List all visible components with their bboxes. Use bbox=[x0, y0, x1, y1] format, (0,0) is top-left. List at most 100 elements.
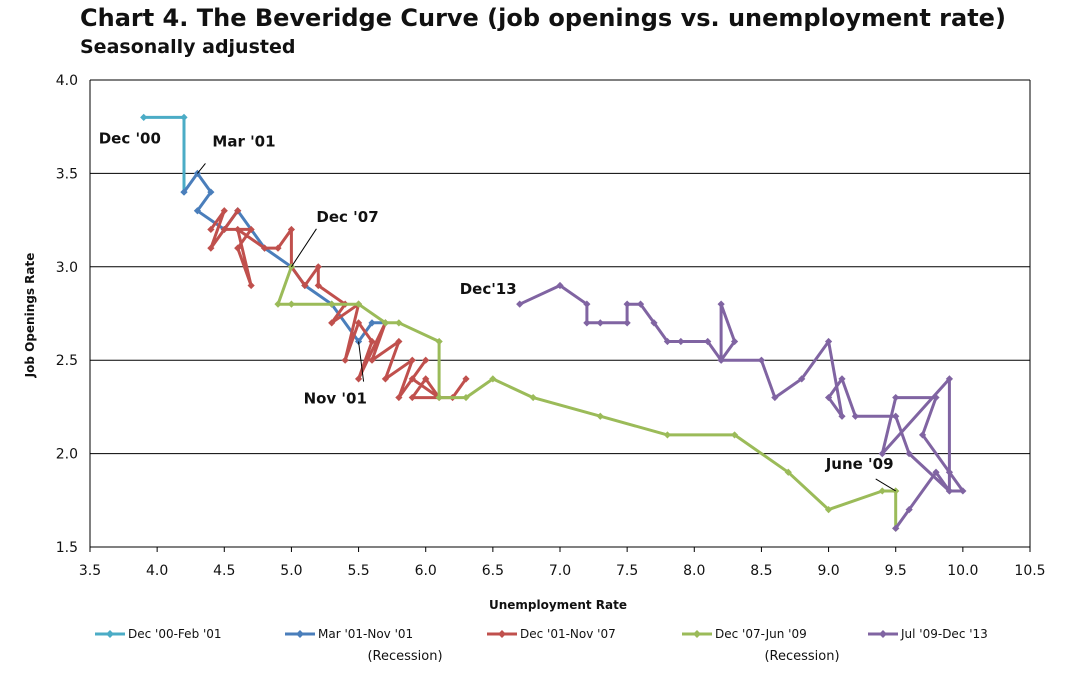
data-point bbox=[140, 113, 148, 121]
y-tick-label: 1.5 bbox=[56, 540, 78, 556]
data-point bbox=[489, 375, 497, 383]
data-point bbox=[892, 524, 900, 532]
legend-label: Mar '01-Nov '01 bbox=[318, 627, 413, 641]
data-point bbox=[422, 356, 430, 364]
series-0 bbox=[140, 113, 188, 196]
data-point bbox=[381, 375, 390, 383]
legend: Dec '00-Feb '01 Mar '01-Nov '01 (Recession… bbox=[95, 627, 988, 664]
data-point bbox=[583, 319, 591, 327]
data-point bbox=[717, 356, 725, 364]
data-point bbox=[462, 393, 470, 402]
annotation-leader bbox=[197, 163, 206, 174]
x-tick-label: 8.0 bbox=[683, 563, 705, 579]
data-point bbox=[556, 281, 564, 290]
data-point bbox=[301, 281, 309, 290]
data-point bbox=[945, 375, 954, 383]
data-point bbox=[247, 281, 255, 290]
data-point bbox=[354, 300, 363, 308]
data-point bbox=[408, 393, 416, 402]
data-point bbox=[677, 337, 685, 346]
x-tick-label: 9.0 bbox=[817, 563, 839, 579]
data-point bbox=[234, 207, 242, 215]
x-tick-label: 8.5 bbox=[750, 563, 772, 579]
data-point bbox=[892, 393, 900, 402]
data-point bbox=[730, 337, 739, 346]
axes: 1.5 2.0 2.5 3.0 3.5 4.0 3.5 4.0 4.5 5.0 5.5 6.0 6.5 7… bbox=[56, 73, 1046, 579]
y-tick-label: 2.5 bbox=[56, 353, 78, 369]
x-tick-label: 4.0 bbox=[146, 563, 168, 579]
y-axis-title: Job Openings Rate bbox=[23, 253, 37, 379]
series-lines bbox=[140, 113, 967, 532]
x-tick-label: 7.0 bbox=[549, 563, 571, 579]
data-point bbox=[422, 375, 430, 383]
data-point bbox=[959, 487, 967, 495]
annotation-label: June '09 bbox=[825, 455, 894, 473]
x-tick-label: 3.5 bbox=[79, 563, 101, 579]
annotation-label: Nov '01 bbox=[304, 390, 367, 408]
data-point bbox=[368, 356, 376, 364]
legend-swatch-marker bbox=[693, 630, 701, 638]
x-tick-label: 6.0 bbox=[415, 563, 437, 579]
legend-label: Jul '09-Dec '13 bbox=[900, 627, 988, 641]
data-point bbox=[234, 244, 242, 252]
data-point bbox=[287, 300, 296, 308]
data-point bbox=[918, 431, 927, 439]
x-tick-label: 5.5 bbox=[347, 563, 369, 579]
data-point bbox=[354, 319, 363, 327]
data-point bbox=[328, 300, 336, 308]
x-tick-label: 7.5 bbox=[616, 563, 638, 579]
data-point bbox=[704, 337, 712, 346]
data-point bbox=[207, 225, 215, 234]
data-point bbox=[878, 487, 886, 495]
data-point bbox=[462, 375, 470, 383]
data-point bbox=[287, 225, 296, 234]
annotation-label: Dec '07 bbox=[316, 208, 378, 226]
legend-swatch-marker bbox=[296, 630, 304, 638]
y-tick-label: 2.0 bbox=[56, 447, 78, 463]
x-tick-label: 10.0 bbox=[947, 563, 978, 579]
data-point bbox=[851, 412, 860, 420]
series-4 bbox=[516, 281, 967, 532]
data-point bbox=[516, 300, 524, 308]
legend-label: Dec '00-Feb '01 bbox=[128, 627, 222, 641]
y-tick-label: 3.5 bbox=[56, 166, 78, 182]
x-tick-label: 9.5 bbox=[885, 563, 907, 579]
data-point bbox=[180, 188, 188, 196]
data-point bbox=[623, 300, 631, 308]
data-point bbox=[314, 263, 322, 271]
chart-subtitle: Seasonally adjusted bbox=[80, 36, 296, 58]
data-point bbox=[247, 225, 255, 234]
data-point bbox=[596, 319, 604, 327]
data-point bbox=[730, 431, 739, 439]
data-point bbox=[395, 319, 403, 327]
data-point bbox=[207, 244, 215, 252]
data-point bbox=[757, 356, 766, 364]
x-tick-label: 6.5 bbox=[482, 563, 504, 579]
x-axis-title: Unemployment Rate bbox=[489, 598, 627, 612]
data-point bbox=[435, 337, 443, 346]
series-line bbox=[209, 209, 468, 400]
annotations: Dec '00 Mar '01 Dec '07 Nov '01 Dec'13 June '… bbox=[99, 129, 896, 492]
data-point bbox=[408, 356, 416, 364]
data-point bbox=[381, 319, 390, 327]
data-point bbox=[395, 337, 403, 346]
data-point bbox=[945, 487, 954, 495]
data-point bbox=[771, 393, 779, 402]
data-point bbox=[798, 375, 806, 383]
data-point bbox=[717, 300, 725, 308]
annotation-leader bbox=[875, 478, 896, 492]
data-point bbox=[341, 356, 349, 364]
legend-sublabel: (Recession) bbox=[367, 649, 442, 664]
data-point bbox=[274, 300, 282, 308]
data-point bbox=[274, 244, 282, 252]
data-point bbox=[408, 375, 416, 383]
x-tick-label: 4.5 bbox=[213, 563, 235, 579]
data-point bbox=[207, 188, 215, 196]
data-point bbox=[838, 375, 846, 383]
data-point bbox=[328, 319, 336, 327]
data-point bbox=[663, 431, 672, 439]
annotation-label: Dec'13 bbox=[460, 280, 517, 298]
data-point bbox=[529, 393, 537, 402]
legend-swatch-marker bbox=[879, 630, 887, 638]
annotation-label: Dec '00 bbox=[99, 129, 161, 147]
